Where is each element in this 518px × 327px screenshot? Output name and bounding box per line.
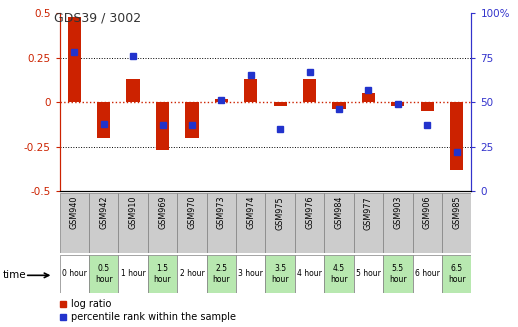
Bar	[60, 193, 89, 253]
Bar	[68, 17, 81, 102]
Text: GSM969: GSM969	[158, 196, 167, 230]
Text: 4.5
hour: 4.5 hour	[330, 264, 348, 284]
Text: GSM976: GSM976	[305, 196, 314, 230]
Bar	[177, 255, 207, 293]
Text: 6.5
hour: 6.5 hour	[448, 264, 466, 284]
Text: 2.5
hour: 2.5 hour	[212, 264, 230, 284]
Text: GSM903: GSM903	[393, 196, 402, 229]
Text: 0 hour: 0 hour	[62, 269, 87, 278]
Bar	[354, 193, 383, 253]
Text: 3 hour: 3 hour	[238, 269, 263, 278]
Bar	[421, 102, 434, 111]
Text: time: time	[3, 270, 26, 280]
Text: 3.5
hour: 3.5 hour	[271, 264, 289, 284]
Text: GSM984: GSM984	[335, 196, 343, 229]
Bar	[295, 193, 324, 253]
Bar	[119, 255, 148, 293]
Bar	[333, 102, 346, 109]
Text: GSM973: GSM973	[217, 196, 226, 230]
Bar	[119, 193, 148, 253]
Bar	[177, 193, 207, 253]
Bar	[303, 79, 316, 102]
Bar	[215, 99, 228, 102]
Text: 6 hour: 6 hour	[415, 269, 440, 278]
Bar	[391, 102, 405, 106]
Bar	[207, 255, 236, 293]
Bar	[148, 193, 177, 253]
Text: GSM940: GSM940	[70, 196, 79, 229]
Bar	[185, 102, 198, 138]
Bar	[148, 255, 177, 293]
Text: 4 hour: 4 hour	[297, 269, 322, 278]
Text: 0.5
hour: 0.5 hour	[95, 264, 112, 284]
Bar	[236, 193, 266, 253]
Text: GSM942: GSM942	[99, 196, 108, 230]
Text: GSM977: GSM977	[364, 196, 373, 230]
Text: 5 hour: 5 hour	[356, 269, 381, 278]
Text: 1.5
hour: 1.5 hour	[154, 264, 171, 284]
Text: GSM910: GSM910	[128, 196, 138, 229]
Bar	[156, 102, 169, 150]
Bar	[450, 102, 463, 170]
Bar	[412, 193, 442, 253]
Text: GSM985: GSM985	[452, 196, 461, 230]
Bar	[383, 255, 412, 293]
Text: 2 hour: 2 hour	[180, 269, 204, 278]
Bar	[383, 193, 412, 253]
Bar	[442, 255, 471, 293]
Text: 1 hour: 1 hour	[121, 269, 146, 278]
Bar	[412, 255, 442, 293]
Bar	[89, 255, 119, 293]
Text: GSM970: GSM970	[188, 196, 196, 230]
Legend: log ratio, percentile rank within the sample: log ratio, percentile rank within the sa…	[59, 299, 236, 322]
Text: GDS39 / 3002: GDS39 / 3002	[54, 11, 141, 25]
Bar	[362, 93, 375, 102]
Text: GSM906: GSM906	[423, 196, 432, 229]
Bar	[89, 193, 119, 253]
Text: GSM974: GSM974	[246, 196, 255, 230]
Bar	[207, 193, 236, 253]
Bar	[244, 79, 257, 102]
Bar	[266, 193, 295, 253]
Bar	[274, 102, 287, 106]
Bar	[354, 255, 383, 293]
Bar	[126, 79, 140, 102]
Bar	[97, 102, 110, 138]
Text: GSM975: GSM975	[276, 196, 285, 230]
Text: 5.5
hour: 5.5 hour	[389, 264, 407, 284]
Bar	[324, 255, 354, 293]
Bar	[295, 255, 324, 293]
Bar	[236, 255, 266, 293]
Bar	[324, 193, 354, 253]
Bar	[266, 255, 295, 293]
Bar	[442, 193, 471, 253]
Bar	[60, 255, 89, 293]
